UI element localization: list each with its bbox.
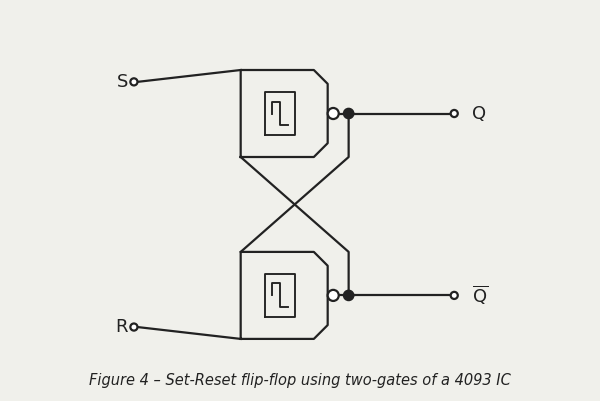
- Circle shape: [451, 110, 458, 117]
- Text: S: S: [116, 73, 128, 91]
- Circle shape: [343, 108, 354, 119]
- Circle shape: [451, 292, 458, 299]
- Circle shape: [328, 290, 339, 301]
- Circle shape: [343, 290, 354, 300]
- Text: Q: Q: [472, 105, 486, 122]
- Circle shape: [130, 78, 137, 85]
- Circle shape: [130, 324, 137, 330]
- Text: $\overline{\mathrm{Q}}$: $\overline{\mathrm{Q}}$: [472, 284, 488, 307]
- Text: Figure 4 – Set-Reset flip-flop using two-gates of a 4093 IC: Figure 4 – Set-Reset flip-flop using two…: [89, 373, 511, 388]
- Circle shape: [328, 108, 339, 119]
- Text: R: R: [115, 318, 128, 336]
